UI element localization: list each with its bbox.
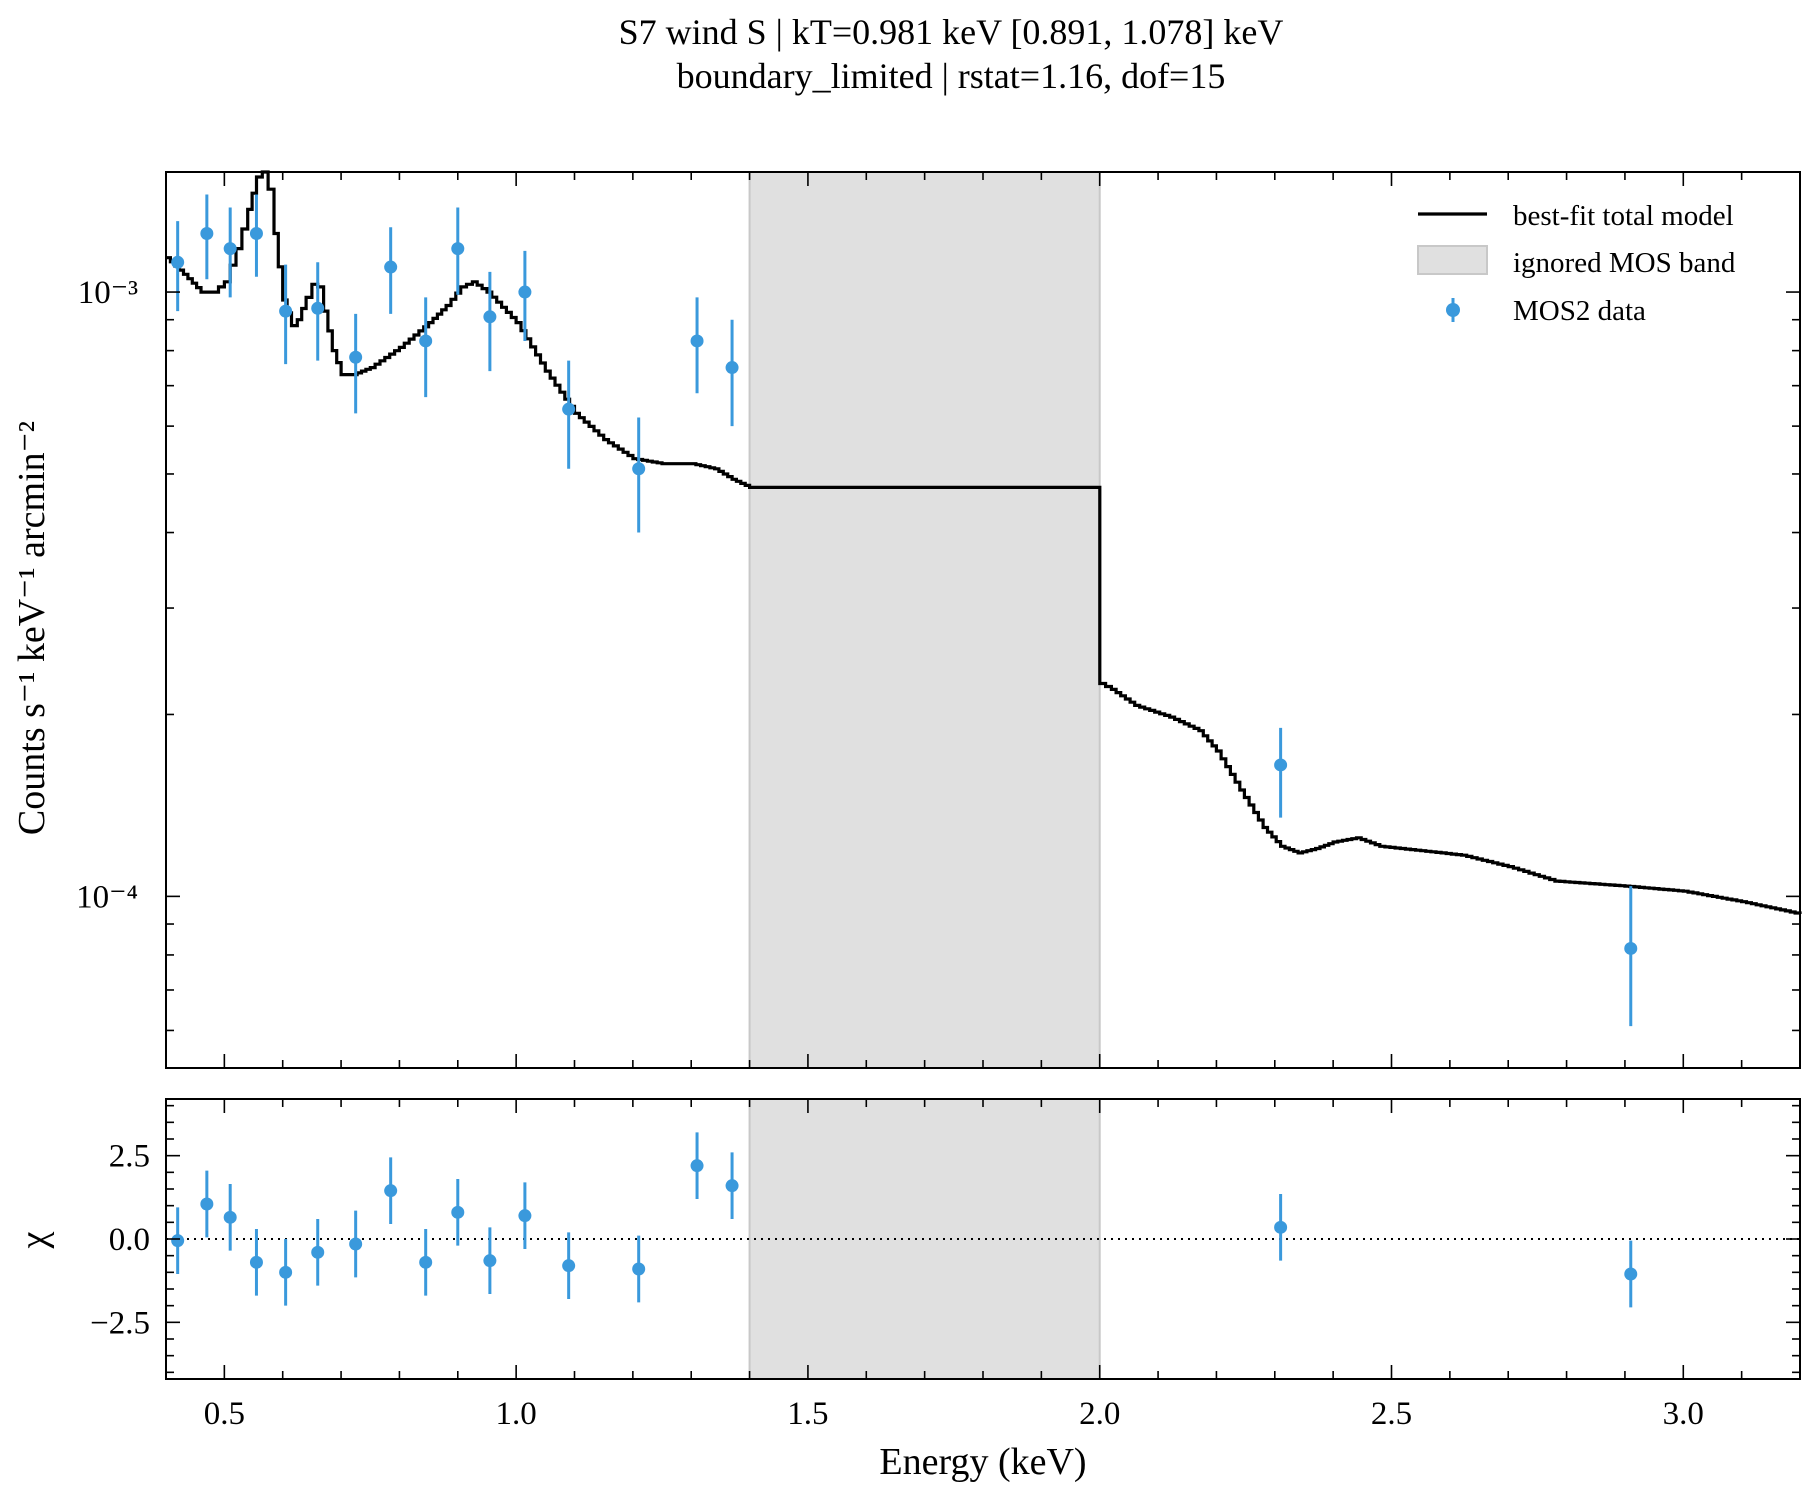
spectrum-data-point [200, 226, 214, 240]
residual-data-point [419, 1255, 433, 1269]
spectrum-data-point [518, 285, 532, 299]
y-tick-label: 10⁻⁴ [76, 879, 138, 915]
spectrum-data-point [451, 242, 465, 256]
spectrum-data-point [483, 310, 497, 324]
residual-data-point [171, 1234, 185, 1248]
residual-frame [165, 1098, 1801, 1380]
residual-data-point [200, 1197, 214, 1211]
residual-data-point [249, 1255, 263, 1269]
residual-data-point [451, 1205, 465, 1219]
chart-title: S7 wind S | kT=0.981 keV [0.891, 1.078] … [619, 12, 1284, 52]
residual-panel: −2.5 0.0 2.5 [90, 1098, 1801, 1380]
residual-data-point [518, 1209, 532, 1223]
x-tick-label: 0.5 [204, 1396, 245, 1432]
residual-data-point [279, 1265, 293, 1279]
spectrum-data-point [249, 226, 263, 240]
spectrum-data-points [171, 194, 1638, 1027]
residual-data-point [384, 1184, 398, 1198]
model-line [166, 170, 1802, 915]
residual-data-point [632, 1262, 646, 1276]
y-tick-label: −2.5 [90, 1305, 150, 1341]
residual-ylabel: χ [13, 1231, 55, 1249]
residual-data-point [690, 1159, 704, 1173]
spectrum-frame [165, 171, 1801, 1069]
spectrum-data-point [1624, 941, 1638, 955]
x-tick-label: 2.5 [1371, 1396, 1412, 1432]
residual-data-points [171, 1132, 1638, 1308]
residual-data-point [1274, 1220, 1288, 1234]
spectrum-data-point [419, 334, 433, 348]
spectrum-data-point [223, 242, 237, 256]
y-tick-label: 10⁻³ [78, 275, 138, 311]
y-tick-label: 0.0 [109, 1222, 150, 1258]
spectrum-data-point [690, 334, 704, 348]
spectrum-data-point [384, 260, 398, 274]
spectrum-data-point [171, 255, 185, 269]
spectrum-ylabel: Counts s⁻¹ keV⁻¹ arcmin⁻² [11, 421, 53, 835]
x-tick-labels: 0.5 1.0 1.5 2.0 2.5 3.0 [204, 1396, 1704, 1432]
spectrum-data-point [349, 350, 363, 364]
spectrum-data-point [725, 361, 739, 375]
chart-subtitle: boundary_limited | rstat=1.16, dof=15 [677, 56, 1226, 96]
legend-model-label: best-fit total model [1513, 200, 1734, 232]
x-tick-label: 1.5 [787, 1396, 828, 1432]
residual-data-point [483, 1254, 497, 1268]
residual-data-point [349, 1237, 363, 1251]
residual-data-point [562, 1259, 576, 1273]
spectrum-data-point [279, 304, 293, 318]
spectrum-data-point [1274, 758, 1288, 772]
legend-data-marker [1446, 303, 1460, 317]
legend-data-label: MOS2 data [1513, 295, 1646, 327]
x-tick-label: 2.0 [1079, 1396, 1120, 1432]
x-tick-label: 3.0 [1663, 1396, 1704, 1432]
y-tick-label: 2.5 [109, 1139, 150, 1175]
spectrum-data-point [562, 402, 576, 416]
spectrum-data-point [311, 301, 325, 315]
residual-data-point [311, 1245, 325, 1259]
x-tick-label: 1.0 [496, 1396, 537, 1432]
ignored-band-bottom [748, 1098, 1101, 1380]
spectrum-data-point [632, 462, 646, 476]
residual-data-point [223, 1210, 237, 1224]
legend-band-swatch [1417, 245, 1488, 275]
residual-data-point [1624, 1267, 1638, 1281]
legend: best-fit total model ignored MOS band MO… [1417, 200, 1736, 327]
spectrum-ticks: 10⁻⁴ 10⁻³ [76, 172, 1801, 1068]
legend-band-label: ignored MOS band [1513, 247, 1736, 279]
residual-data-point [725, 1179, 739, 1193]
spectrum-panel: 10⁻⁴ 10⁻³ [76, 170, 1802, 1069]
x-axis-label: Energy (keV) [879, 1441, 1086, 1483]
ignored-band-top [748, 171, 1101, 1069]
